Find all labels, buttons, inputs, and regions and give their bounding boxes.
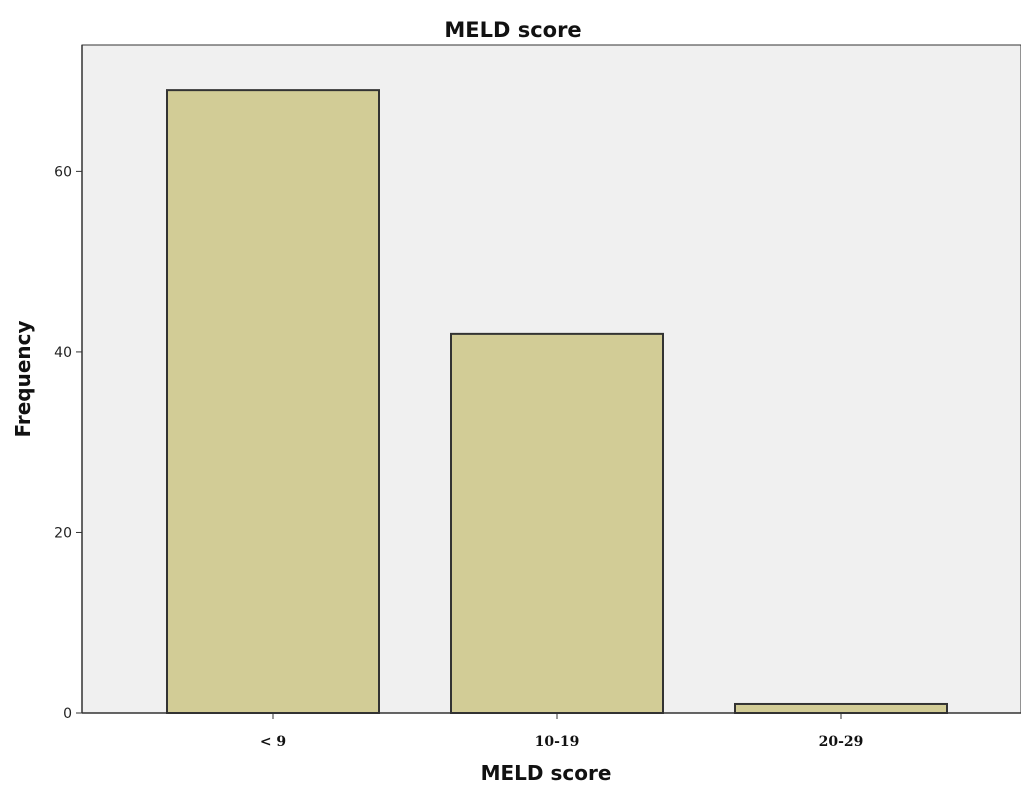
bars-group: [166, 89, 948, 714]
x-tick-label: 10-19: [535, 734, 580, 750]
y-tick-label: 0: [63, 706, 72, 722]
y-tick-label: 20: [54, 525, 72, 541]
x-tick-label: 20-29: [819, 734, 864, 750]
x-axis-ticks: < 9 10-19 20-29: [260, 713, 864, 750]
y-axis-ticks: 0 20 40 60: [54, 164, 82, 722]
y-tick-label: 40: [54, 345, 72, 361]
y-axis-title: Frequency: [11, 320, 35, 437]
y-tick-label: 60: [54, 164, 72, 180]
bar-0: [166, 89, 380, 714]
x-tick-label: < 9: [260, 734, 286, 750]
x-axis-title: MELD score: [481, 761, 612, 784]
bar-1: [450, 332, 664, 714]
bar-2: [734, 702, 948, 714]
chart-title: MELD score: [444, 18, 581, 42]
